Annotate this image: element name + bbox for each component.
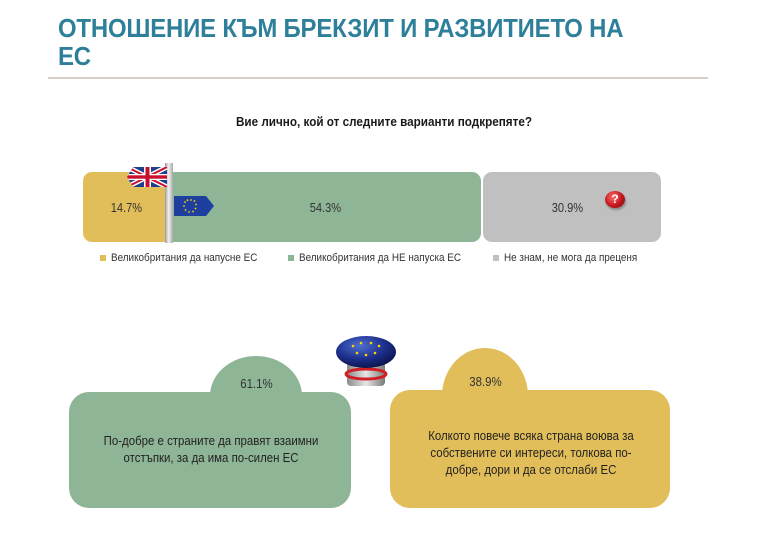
chart-legend: Великобритания да напусне ЕС Великобрита… [100,252,652,264]
legend-item-leave: Великобритания да напусне ЕС [100,252,274,264]
legend-item-stay: Великобритания да НЕ напуска ЕС [287,252,479,264]
eu-flag-sign-icon [174,196,214,216]
legend-label: Великобритания да напусне ЕС [111,252,258,264]
legend-swatch-stay [287,255,294,261]
option-1-percent: 61.1% [239,376,273,391]
page-title: ОТНОШЕНИЕ КЪМ БРЕКЗИТ И РАЗВИТИЕТО НА ЕС [58,13,624,71]
legend-swatch-dont-know [492,255,499,261]
signpost-pole-icon [165,163,173,243]
option-2-text: Колкото повече всяка страна воюва за соб… [428,428,634,477]
bar-segment-dont-know: 30.9% [483,172,661,242]
uk-flag-sign-icon [127,167,167,187]
stacked-bar-chart: 14.7% 54.3% 30.9% [0,172,768,242]
bar-value-stay: 54.3% [309,199,341,215]
question-mark-icon: ? [605,191,625,208]
legend-item-dont-know: Не знам, не мога да преценя [492,252,652,264]
option-2-box [390,390,670,508]
option-1-box [69,392,351,508]
title-divider [48,77,708,79]
legend-label: Не знам, не мога да преценя [503,252,637,264]
option-1-text: По-добре е страните да правят взаимни от… [103,433,319,465]
option-2-percent: 38.9% [468,374,502,389]
legend-label: Великобритания да НЕ напуска ЕС [298,252,461,264]
legend-swatch-leave [100,255,106,261]
bar-segment-stay: 54.3% [169,172,481,242]
chart-question: Вие лично, кой от следните варианти подк… [235,114,533,129]
bar-value-dont-know: 30.9% [551,199,583,215]
bar-value-leave: 14.7% [110,199,142,215]
eu-button-icon [336,336,396,386]
